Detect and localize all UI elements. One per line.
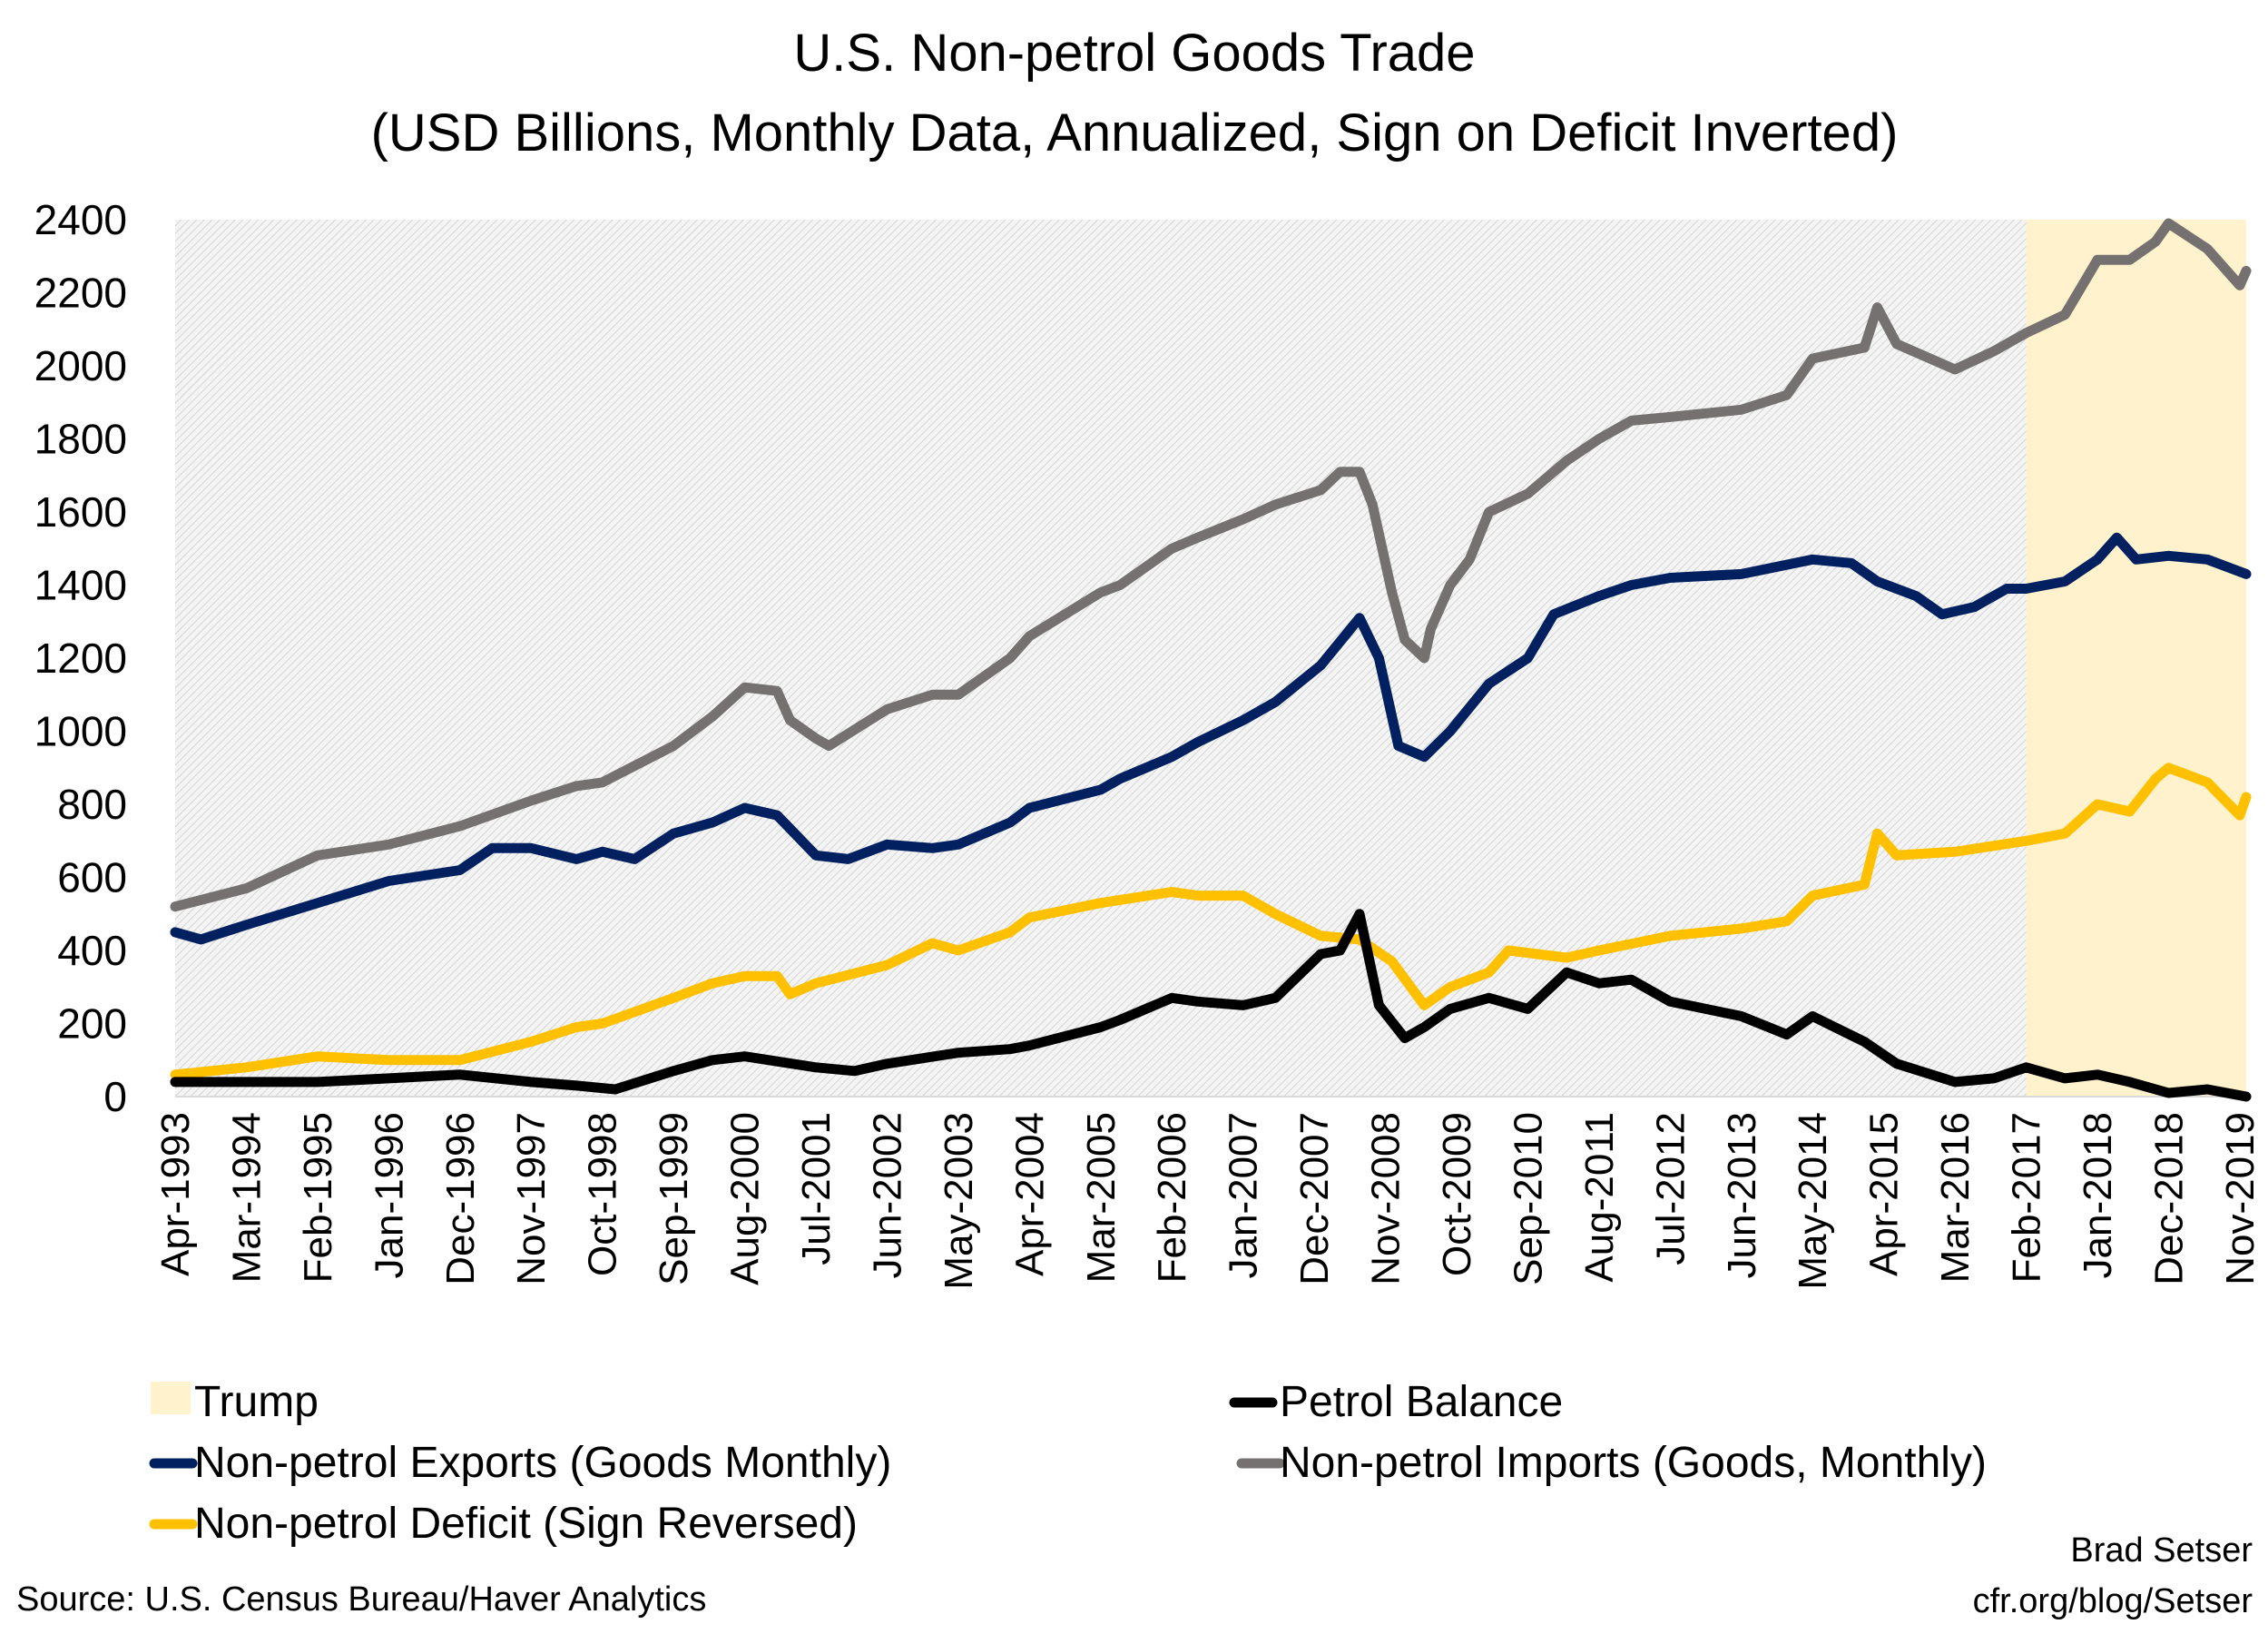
y-tick-label: 0	[103, 1073, 127, 1120]
y-tick-label: 800	[57, 781, 127, 828]
legend-label-exports: Non-petrol Exports (Goods Monthly)	[194, 1439, 891, 1487]
x-tick-label: Oct-2009	[1435, 1112, 1479, 1276]
y-tick-label: 200	[57, 1000, 127, 1048]
x-tick-label: Aug-2000	[723, 1112, 768, 1285]
x-tick-label: Jan-2007	[1222, 1112, 1266, 1278]
x-tick-label: Mar-2005	[1079, 1112, 1124, 1283]
legend-swatch-trump	[151, 1382, 191, 1414]
x-tick-label: Dec-1996	[438, 1112, 483, 1285]
chart-subtitle: (USD Billions, Monthly Data, Annualized,…	[371, 103, 1899, 162]
series-line-non-petrol-exports-goods-monthly	[170, 532, 2252, 945]
series-line-non-petrol-imports-goods-monthly	[170, 218, 2252, 912]
legend-label-deficit: Non-petrol Deficit (Sign Reversed)	[194, 1500, 858, 1548]
y-tick-label: 1200	[34, 635, 127, 682]
x-tick-label: Jun-2013	[1720, 1112, 1764, 1278]
author-credit: Brad Setser	[2070, 1531, 2253, 1570]
y-tick-label: 1800	[34, 416, 127, 463]
series-line-non-petrol-deficit-sign-reversed	[170, 763, 2252, 1080]
source-note: Source: U.S. Census Bureau/Haver Analyti…	[16, 1580, 706, 1619]
x-tick-label: Nov-1997	[509, 1112, 554, 1285]
site-credit: cfr.org/blog/Setser	[1973, 1582, 2253, 1620]
x-tick-label: Apr-2015	[1862, 1112, 1907, 1276]
x-tick-label: Jul-2012	[1648, 1112, 1693, 1265]
x-tick-label: Apr-1993	[153, 1112, 198, 1276]
x-tick-label: Mar-1994	[224, 1112, 269, 1283]
y-tick-label: 1000	[34, 708, 127, 755]
legend-label-petrol: Petrol Balance	[1280, 1378, 1563, 1426]
x-tick-label: Jan-2018	[2076, 1112, 2120, 1278]
legend-label-trump: Trump	[194, 1378, 319, 1426]
x-tick-label: Nov-2008	[1364, 1112, 1409, 1285]
trump-shaded-region	[2026, 220, 2246, 1097]
x-tick-label: Mar-2016	[1933, 1112, 1978, 1283]
x-tick-label: Apr-2004	[1007, 1112, 1052, 1276]
x-tick-label: Oct-1998	[581, 1112, 625, 1276]
x-tick-label: Jan-1996	[367, 1112, 411, 1278]
legend: Trump Petrol Balance Non-petrol Exports …	[149, 1378, 1987, 1548]
legend-label-imports: Non-petrol Imports (Goods, Monthly)	[1280, 1439, 1987, 1487]
x-tick-label: Sep-2010	[1506, 1112, 1550, 1285]
x-tick-label: Sep-1999	[652, 1112, 696, 1285]
y-tick-label: 2000	[34, 342, 127, 389]
plot-background	[175, 220, 2246, 1097]
x-tick-label: Feb-2017	[2005, 1112, 2049, 1283]
x-tick-label: Dec-2018	[2146, 1112, 2191, 1285]
series-line-petrol-balance	[170, 909, 2252, 1102]
y-tick-label: 2200	[34, 270, 127, 317]
x-tick-label: Dec-2007	[1292, 1112, 1337, 1285]
x-tick-label: Feb-2006	[1150, 1112, 1194, 1283]
chart-title: U.S. Non-petrol Goods Trade	[793, 24, 1475, 83]
y-tick-label: 2400	[34, 196, 127, 243]
x-tick-label: May-2003	[937, 1112, 981, 1290]
y-tick-label: 600	[57, 854, 127, 901]
y-tick-label: 1600	[34, 488, 127, 536]
y-tick-label: 1400	[34, 562, 127, 609]
x-tick-label: May-2014	[1791, 1112, 1835, 1290]
x-tick-label: Jun-2002	[865, 1112, 909, 1278]
y-tick-label: 400	[57, 927, 127, 974]
x-tick-label: Aug-2011	[1577, 1112, 1622, 1283]
x-tick-label: Feb-1995	[296, 1112, 340, 1283]
x-tick-label: Jul-2001	[794, 1112, 839, 1265]
x-tick-label: Nov-2019	[2218, 1112, 2263, 1285]
